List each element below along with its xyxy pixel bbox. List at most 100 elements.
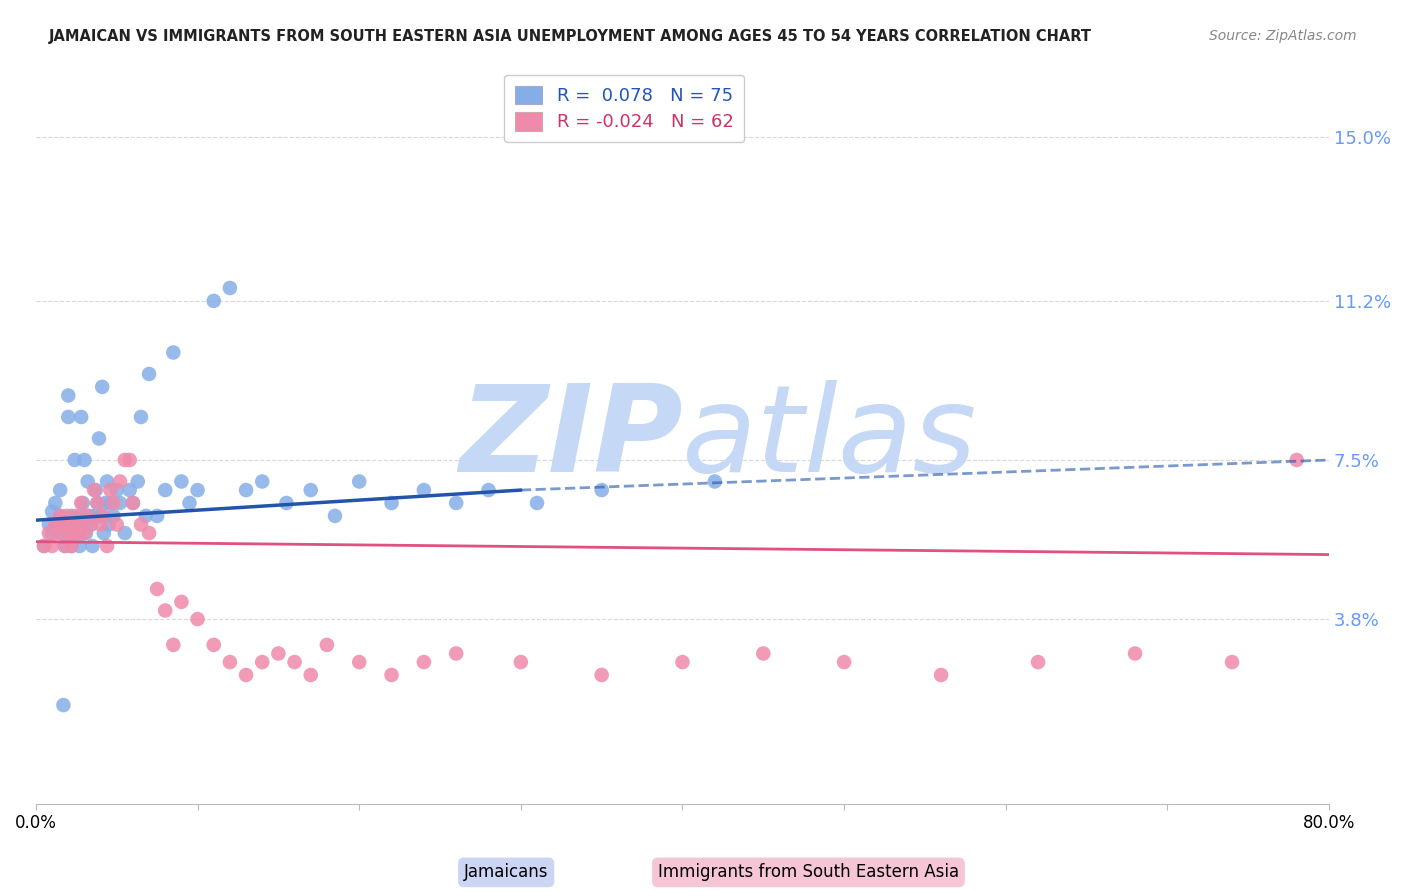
Point xyxy=(114,453,136,467)
Point xyxy=(58,526,80,541)
Point xyxy=(58,388,80,402)
Point xyxy=(72,496,94,510)
Point xyxy=(41,526,63,541)
Point xyxy=(63,453,86,467)
Point xyxy=(283,655,305,669)
Point xyxy=(65,508,87,523)
Point xyxy=(41,505,63,519)
Point xyxy=(202,638,225,652)
Point xyxy=(73,517,96,532)
Point xyxy=(58,409,80,424)
Point xyxy=(60,539,83,553)
Point xyxy=(526,496,548,510)
Point xyxy=(59,517,82,532)
Point xyxy=(477,483,499,497)
Point xyxy=(46,517,69,532)
Point xyxy=(155,483,177,497)
Point xyxy=(65,517,87,532)
Point xyxy=(146,508,169,523)
Point xyxy=(703,475,725,489)
Point xyxy=(162,638,184,652)
Point xyxy=(105,483,128,497)
Text: JAMAICAN VS IMMIGRANTS FROM SOUTH EASTERN ASIA UNEMPLOYMENT AMONG AGES 45 TO 54 : JAMAICAN VS IMMIGRANTS FROM SOUTH EASTER… xyxy=(49,29,1092,44)
Point xyxy=(44,496,66,510)
Point xyxy=(51,517,73,532)
Point xyxy=(69,539,91,553)
Point xyxy=(202,293,225,308)
Point xyxy=(129,517,152,532)
Point xyxy=(41,539,63,553)
Point xyxy=(187,483,209,497)
Point xyxy=(1026,655,1049,669)
Point xyxy=(122,496,145,510)
Point xyxy=(73,453,96,467)
Point xyxy=(70,409,93,424)
Point xyxy=(62,517,84,532)
Point xyxy=(444,496,467,510)
Point xyxy=(118,453,141,467)
Point xyxy=(70,496,93,510)
Text: ZIP: ZIP xyxy=(458,380,682,497)
Point xyxy=(32,539,55,553)
Point xyxy=(80,517,103,532)
Point xyxy=(380,668,402,682)
Point xyxy=(80,517,103,532)
Point xyxy=(66,526,89,541)
Point xyxy=(82,539,104,553)
Point xyxy=(103,496,125,510)
Point xyxy=(49,483,72,497)
Point xyxy=(299,668,322,682)
Point xyxy=(127,475,149,489)
Point xyxy=(97,517,120,532)
Point xyxy=(347,655,370,669)
Point xyxy=(105,517,128,532)
Point xyxy=(44,517,66,532)
Point xyxy=(162,345,184,359)
Point xyxy=(103,508,125,523)
Point xyxy=(49,508,72,523)
Point xyxy=(86,496,108,510)
Point xyxy=(63,517,86,532)
Point xyxy=(59,526,82,541)
Point xyxy=(86,496,108,510)
Point xyxy=(170,595,193,609)
Point xyxy=(70,508,93,523)
Point xyxy=(94,496,117,510)
Point xyxy=(108,475,131,489)
Point xyxy=(66,526,89,541)
Point xyxy=(114,526,136,541)
Point xyxy=(138,367,160,381)
Point xyxy=(98,483,121,497)
Point xyxy=(135,508,157,523)
Point xyxy=(929,668,952,682)
Point xyxy=(108,496,131,510)
Point xyxy=(1220,655,1243,669)
Point xyxy=(91,380,114,394)
Point xyxy=(118,483,141,497)
Point xyxy=(32,539,55,553)
Point xyxy=(53,517,76,532)
Point xyxy=(235,483,257,497)
Point xyxy=(53,539,76,553)
Point xyxy=(412,655,434,669)
Point xyxy=(98,496,121,510)
Point xyxy=(509,655,531,669)
Point xyxy=(179,496,201,510)
Point xyxy=(380,496,402,510)
Point xyxy=(323,508,346,523)
Point xyxy=(93,508,115,523)
Point xyxy=(252,475,274,489)
Point xyxy=(60,508,83,523)
Point xyxy=(752,647,775,661)
Point xyxy=(38,526,60,541)
Legend: R =  0.078   N = 75, R = -0.024   N = 62: R = 0.078 N = 75, R = -0.024 N = 62 xyxy=(505,75,744,143)
Point xyxy=(93,526,115,541)
Point xyxy=(49,508,72,523)
Point xyxy=(75,526,97,541)
Point xyxy=(96,539,118,553)
Point xyxy=(96,475,118,489)
Point xyxy=(267,647,290,661)
Point xyxy=(62,526,84,541)
Point xyxy=(347,475,370,489)
Point xyxy=(276,496,298,510)
